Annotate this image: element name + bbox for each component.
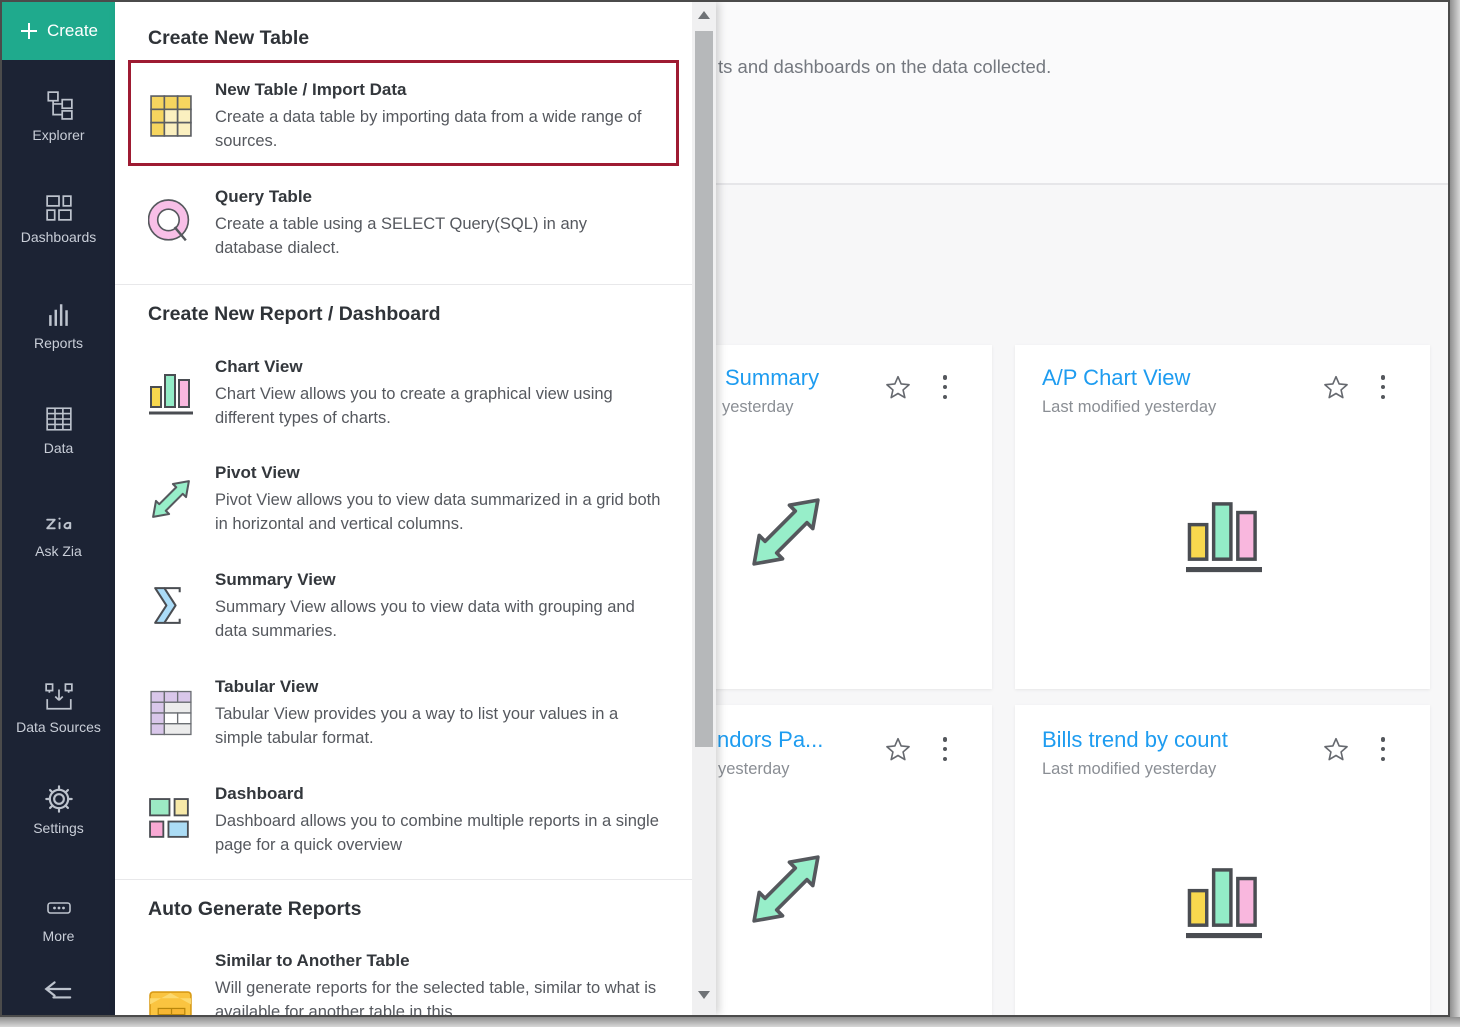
card-modified: yesterday [722, 398, 794, 416]
menu-item-description: Summary View allows you to view data wit… [215, 598, 635, 640]
gear-icon [44, 785, 73, 813]
scrollbar-thumb[interactable] [695, 31, 713, 747]
dashboards-icon [45, 195, 72, 221]
menu-item-description: Will generate reports for the selected t… [215, 979, 657, 1015]
sidebar-item-ask-zia[interactable]: Ask Zia [2, 512, 115, 559]
query-q-icon [148, 199, 190, 242]
sidebar-item-label: More [42, 928, 75, 944]
folder-table-icon [149, 991, 192, 1015]
kebab-menu-icon[interactable] [1373, 736, 1393, 762]
window-edge-bottom [0, 1017, 1460, 1027]
menu-item-description: Tabular View provides you a way to list … [215, 705, 619, 747]
star-icon[interactable] [1323, 374, 1349, 400]
card-title[interactable]: A/P Chart View [1042, 365, 1191, 390]
collapse-sidebar-icon[interactable] [40, 980, 74, 1004]
sidebar-item-label: Data Sources [16, 719, 101, 735]
sidebar: Create Explorer Dashboards Reports [2, 2, 115, 1015]
bar-chart-icon [149, 374, 193, 415]
bar-chart-icon [1186, 502, 1262, 573]
card-modified: Last modified yesterday [1042, 760, 1217, 778]
menu-item-title: New Table / Import Data [215, 80, 407, 99]
section-divider [115, 879, 692, 880]
sidebar-item-reports[interactable]: Reports [2, 300, 115, 351]
highlight-outline [128, 60, 679, 166]
more-ellipsis-icon [46, 902, 71, 914]
menu-scrollbar[interactable] [692, 2, 716, 1015]
sidebar-item-data-sources[interactable]: Data Sources [2, 682, 115, 735]
pivot-arrow-icon [752, 855, 820, 923]
menu-item-description: Create a data table by importing data fr… [215, 108, 642, 150]
sidebar-item-label: Data [43, 440, 74, 456]
section-divider [115, 284, 692, 285]
card-title[interactable]: Summary [725, 365, 820, 390]
report-card[interactable]: Bills trend by count Last modified yeste… [1015, 705, 1430, 1015]
scroll-up-arrow-icon[interactable] [698, 11, 710, 19]
create-button-label: Create [46, 21, 99, 40]
sidebar-item-settings[interactable]: Settings [2, 785, 115, 836]
page-header-band: ts and dashboards on the data collected. [716, 2, 1448, 185]
tabular-grid-icon [150, 690, 192, 736]
menu-item-title: Pivot View [215, 463, 300, 482]
dashboard-tiles-icon [149, 798, 189, 838]
main-area: ts and dashboards on the data collected.… [642, 2, 1448, 1015]
bar-chart-icon [1186, 868, 1262, 939]
scroll-down-arrow-icon[interactable] [698, 991, 710, 999]
sidebar-item-more[interactable]: More [2, 895, 115, 944]
kebab-menu-icon[interactable] [1373, 374, 1393, 400]
kebab-menu-icon[interactable] [935, 736, 955, 762]
menu-item-title: Chart View [215, 357, 303, 376]
plus-icon [20, 23, 37, 39]
reports-icon [48, 304, 68, 326]
menu-item-description: Create a table using a SELECT Query(SQL)… [215, 215, 588, 257]
menu-item-description: Pivot View allows you to view data summa… [215, 491, 661, 533]
create-menu-panel: Create New Table New Table / Import Data… [115, 2, 716, 1015]
table-grid-icon [150, 95, 192, 137]
sidebar-item-explorer[interactable]: Explorer [2, 90, 115, 143]
star-icon[interactable] [1323, 736, 1349, 762]
star-icon[interactable] [885, 374, 911, 400]
star-icon[interactable] [885, 736, 911, 762]
data-icon [45, 407, 72, 431]
menu-item-title: Summary View [215, 570, 336, 589]
report-card[interactable]: A/P Chart View Last modified yesterday [1015, 345, 1430, 689]
intro-text: ts and dashboards on the data collected. [718, 56, 1052, 77]
card-title[interactable]: ndors Pa... [717, 727, 824, 752]
explorer-icon [46, 91, 73, 120]
sidebar-item-label: Ask Zia [35, 543, 82, 559]
sidebar-item-dashboards[interactable]: Dashboards [2, 194, 115, 245]
kebab-menu-icon[interactable] [935, 374, 955, 400]
create-button[interactable]: Create [2, 2, 115, 60]
menu-item-title: Tabular View [215, 677, 319, 696]
sidebar-item-label: Explorer [32, 127, 85, 143]
sidebar-item-label: Reports [33, 335, 84, 351]
sidebar-item-data[interactable]: Data [2, 405, 115, 456]
section-header-auto-generate: Auto Generate Reports [148, 898, 362, 920]
card-title[interactable]: Bills trend by count [1042, 727, 1228, 752]
pivot-arrow-icon [152, 480, 190, 518]
pivot-arrow-icon [752, 498, 820, 566]
sidebar-item-label: Settings [33, 820, 84, 836]
menu-item-title: Similar to Another Table [215, 951, 410, 970]
menu-item-title: Query Table [215, 187, 312, 206]
sidebar-item-label: Dashboards [20, 229, 97, 245]
create-menu-content: Create New Table New Table / Import Data… [115, 2, 692, 1015]
section-header-create-new-table: Create New Table [148, 27, 310, 49]
card-modified: yesterday [718, 760, 790, 778]
menu-item-description: Chart View allows you to create a graphi… [215, 385, 613, 427]
menu-item-title: Dashboard [215, 784, 304, 803]
data-sources-icon [44, 683, 73, 710]
ask-zia-icon [45, 517, 71, 530]
window-edge-right [1450, 0, 1460, 1027]
menu-item-description: Dashboard allows you to combine multiple… [215, 812, 659, 854]
sigma-icon [154, 587, 181, 624]
card-modified: Last modified yesterday [1042, 398, 1217, 416]
section-header-create-new-report: Create New Report / Dashboard [148, 303, 441, 325]
